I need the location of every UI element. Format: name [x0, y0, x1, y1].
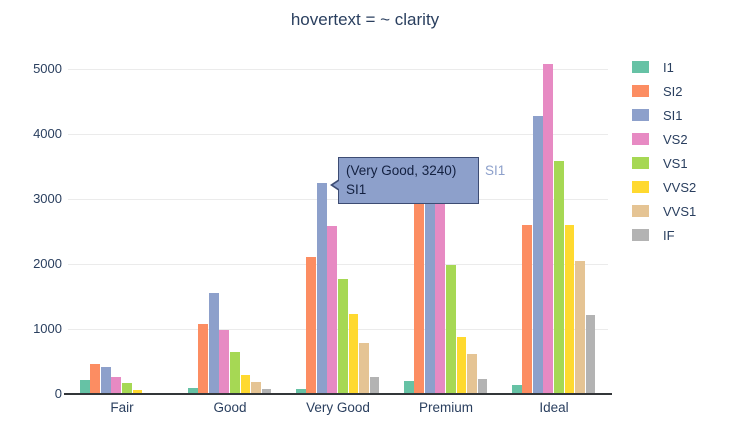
gridline — [68, 68, 608, 70]
legend-swatch-vs2 — [632, 133, 649, 145]
bar-very-good-si2[interactable] — [306, 257, 317, 394]
legend-swatch-si1 — [632, 109, 649, 121]
bar-very-good-si1[interactable] — [316, 183, 327, 394]
bar-fair-vvs2[interactable] — [132, 389, 143, 394]
legend-label: VS2 — [663, 131, 688, 147]
bar-good-vvs1[interactable] — [251, 381, 261, 394]
bar-ideal-if[interactable] — [585, 315, 596, 394]
x-axis-line — [64, 393, 612, 395]
legend-label: I1 — [663, 59, 674, 75]
bar-ideal-i1[interactable] — [511, 384, 522, 394]
bar-fair-si1[interactable] — [100, 367, 111, 394]
bar-very-good-vs1[interactable] — [338, 278, 348, 394]
bar-good-vs2[interactable] — [219, 330, 230, 394]
bar-fair-si2[interactable] — [90, 363, 101, 394]
gridline — [68, 263, 608, 265]
bar-premium-vs2[interactable] — [435, 175, 446, 394]
bar-premium-si1[interactable] — [424, 161, 435, 394]
legend-item-si2[interactable]: SI2 — [632, 79, 696, 103]
chart-title: hovertext = ~ clarity — [290, 10, 440, 29]
legend-item-si1[interactable]: SI1 — [632, 103, 696, 127]
legend-item-if[interactable]: IF — [632, 223, 696, 247]
bar-good-if[interactable] — [261, 389, 272, 394]
bar-fair-vs1[interactable] — [122, 382, 132, 394]
bar-ideal-si2[interactable] — [522, 225, 533, 394]
legend-label: VVS2 — [663, 179, 697, 195]
y-axis-tick-label: 1000 — [33, 320, 62, 336]
bar-ideal-vvs2[interactable] — [564, 224, 575, 394]
gridline — [68, 133, 608, 135]
legend-swatch-si2 — [632, 85, 649, 97]
bar-very-good-vvs1[interactable] — [359, 342, 369, 394]
y-axis-tick-label: 4000 — [33, 125, 62, 141]
legend-item-vs2[interactable]: VS2 — [632, 127, 696, 151]
legend: I1 SI2 SI1 VS2 VS1 VVS2 VVS1 IF — [632, 55, 696, 247]
bar-very-good-vs2[interactable] — [327, 225, 338, 394]
bar-ideal-vs1[interactable] — [554, 160, 564, 394]
bar-fair-i1[interactable] — [79, 380, 90, 394]
y-axis-tick-label: 5000 — [33, 60, 62, 76]
x-axis-tick-label-very-good: Very Good — [306, 400, 370, 415]
bar-ideal-vs2[interactable] — [543, 64, 554, 394]
bar-very-good-i1[interactable] — [295, 388, 306, 394]
legend-item-vs1[interactable]: VS1 — [632, 151, 696, 175]
x-axis-tick-label-fair: Fair — [110, 400, 134, 415]
tooltip-caret-icon — [333, 181, 339, 189]
bar-good-vvs2[interactable] — [240, 375, 251, 394]
legend-item-i1[interactable]: I1 — [632, 55, 696, 79]
x-axis-tick-label-ideal: Ideal — [539, 400, 569, 415]
legend-label: SI1 — [663, 107, 683, 123]
bar-premium-si2[interactable] — [414, 202, 425, 394]
y-axis-tick-label: 3000 — [33, 190, 62, 206]
hover-tooltip: (Very Good, 3240) SI1 — [330, 157, 479, 204]
tooltip-point-text: (Very Good, 3240) — [346, 163, 457, 178]
bar-good-vs1[interactable] — [230, 351, 240, 394]
bar-ideal-vvs1[interactable] — [575, 260, 585, 394]
legend-item-vvs2[interactable]: VVS2 — [632, 175, 696, 199]
legend-label: SI2 — [663, 83, 683, 99]
legend-label: VVS1 — [663, 203, 697, 219]
x-axis-tick-label-good: Good — [213, 400, 247, 415]
bar-very-good-vvs2[interactable] — [348, 313, 359, 394]
bar-premium-vvs1[interactable] — [467, 353, 477, 394]
tooltip-trace-text: SI1 — [346, 182, 367, 197]
hover-trace-label: SI1 — [485, 163, 506, 178]
bar-very-good-if[interactable] — [369, 376, 380, 394]
x-axis-tick-label-premium: Premium — [418, 400, 473, 415]
legend-swatch-vvs2 — [632, 181, 649, 193]
legend-swatch-i1 — [632, 61, 649, 73]
bar-premium-vs1[interactable] — [446, 264, 456, 394]
y-axis-tick-label: 0 — [54, 386, 62, 401]
legend-swatch-vvs1 — [632, 205, 649, 217]
legend-swatch-vs1 — [632, 157, 649, 169]
legend-item-vvs1[interactable]: VVS1 — [632, 199, 696, 223]
bar-premium-if[interactable] — [477, 379, 488, 394]
bar-ideal-si1[interactable] — [532, 115, 543, 394]
legend-swatch-if — [632, 229, 649, 241]
y-axis-tick-label: 2000 — [33, 255, 62, 271]
legend-label: VS1 — [663, 155, 688, 171]
bar-good-si2[interactable] — [198, 323, 209, 394]
bar-good-i1[interactable] — [187, 387, 198, 394]
bar-premium-i1[interactable] — [403, 380, 414, 394]
bar-premium-vvs2[interactable] — [456, 337, 467, 394]
bar-fair-vs2[interactable] — [111, 377, 122, 394]
bar-good-si1[interactable] — [208, 292, 219, 394]
legend-label: IF — [663, 227, 675, 243]
